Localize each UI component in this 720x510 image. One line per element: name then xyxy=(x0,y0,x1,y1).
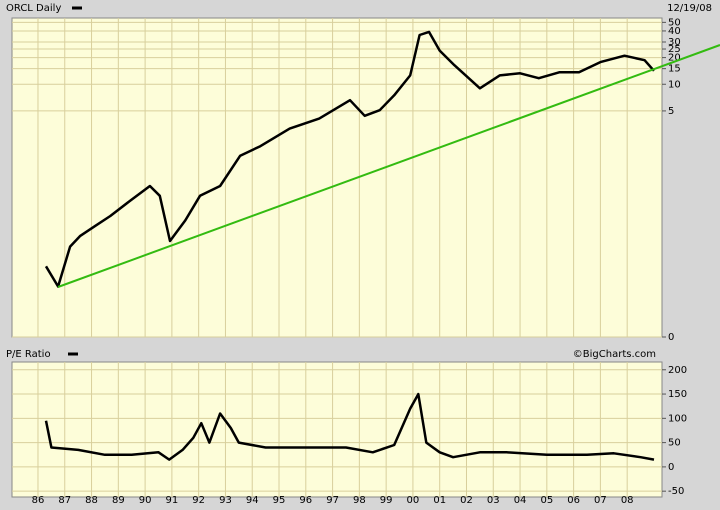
x-tick-label: 03 xyxy=(487,495,500,506)
x-tick-label: 02 xyxy=(460,495,473,506)
x-tick-label: 08 xyxy=(621,495,634,506)
y-tick-label: 15 xyxy=(668,64,681,75)
x-tick-label: 88 xyxy=(85,495,98,506)
y-tick-label: 50 xyxy=(668,17,681,28)
x-tick-label: 94 xyxy=(246,495,259,506)
x-tick-label: 00 xyxy=(407,495,420,506)
pe-plot-area xyxy=(11,361,663,498)
x-tick-label: 04 xyxy=(514,495,527,506)
y-tick-label: 200 xyxy=(668,365,687,376)
x-tick-label: 86 xyxy=(32,495,45,506)
price-plot-area xyxy=(11,17,663,338)
y-tick-label: 100 xyxy=(668,413,687,424)
pe-title: P/E Ratio xyxy=(6,349,51,360)
y-tick-label: 20 xyxy=(668,53,681,64)
trend-line xyxy=(57,44,720,288)
x-tick-label: 91 xyxy=(166,495,179,506)
x-tick-label: 98 xyxy=(353,495,366,506)
y-tick-label: 150 xyxy=(668,389,687,400)
y-tick-label: 5 xyxy=(668,106,674,117)
data-line xyxy=(44,30,655,288)
x-tick-label: 07 xyxy=(594,495,607,506)
y-tick-label: 25 xyxy=(668,44,681,55)
x-tick-label: 95 xyxy=(273,495,286,506)
y-tick-label: 50 xyxy=(668,438,681,449)
x-tick-label: 89 xyxy=(112,495,125,506)
y-tick-label: 30 xyxy=(668,37,681,48)
x-tick-label: 92 xyxy=(192,495,205,506)
x-tick-label: 06 xyxy=(567,495,580,506)
y-tick-label: 10 xyxy=(668,79,681,90)
y-tick-label: 0 xyxy=(668,332,674,343)
x-tick-label: 97 xyxy=(326,495,339,506)
y-tick-label: -50 xyxy=(668,486,684,497)
source: ©BigCharts.com xyxy=(573,349,656,360)
y-tick-label: 0 xyxy=(668,462,674,473)
chart-title: ORCL Daily xyxy=(6,3,61,14)
x-tick-label: 96 xyxy=(299,495,312,506)
x-tick-label: 90 xyxy=(139,495,152,506)
x-tick-label: 99 xyxy=(380,495,393,506)
chart-date: 12/19/08 xyxy=(667,3,712,14)
x-tick-label: 93 xyxy=(219,495,232,506)
x-tick-label: 05 xyxy=(540,495,553,506)
y-tick-label: 40 xyxy=(668,26,681,37)
x-tick-label: 01 xyxy=(433,495,446,506)
x-tick-label: 87 xyxy=(58,495,71,506)
data-line xyxy=(44,392,655,461)
